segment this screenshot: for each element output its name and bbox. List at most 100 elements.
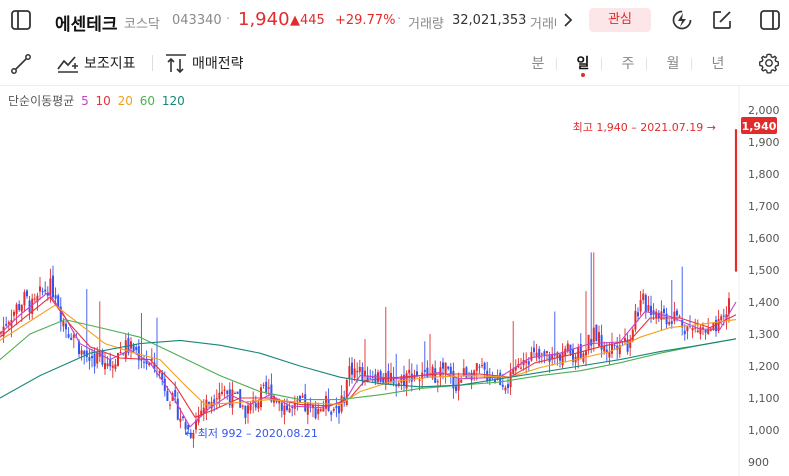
candle-body: [296, 400, 299, 402]
candle-body: [642, 293, 645, 301]
candle-body: [613, 344, 616, 346]
market-label: 코스닥: [124, 17, 160, 32]
candle-body: [208, 401, 210, 404]
toolbar-bottom-border: [0, 85, 789, 86]
period-year-tab[interactable]: 년: [711, 56, 725, 72]
price-change: ▲445: [290, 13, 325, 28]
candle-body: [70, 337, 73, 341]
candle-body: [572, 349, 574, 362]
candle-body: [309, 403, 312, 405]
candle-body: [124, 340, 127, 359]
stock-header: 에센테크 코스닥 043340 · 1,940 ▲445 +29.77% · 거…: [0, 0, 789, 40]
ma10-line: [0, 296, 737, 418]
panel-layout-icon[interactable]: [759, 9, 781, 31]
candle-body: [577, 347, 580, 361]
candle-body: [249, 403, 252, 411]
legend-ma20: 20: [117, 94, 133, 108]
candle-body: [161, 372, 164, 380]
candle-body: [28, 300, 31, 313]
ma60-line: [0, 319, 737, 401]
separator-dot: ·: [520, 12, 525, 27]
candle-body: [644, 295, 647, 312]
trade-strategy-icon[interactable]: [164, 52, 188, 74]
chart-toolbar: 보조지표 매매전략 분 일 주 월 년: [0, 45, 789, 81]
y-axis: 2,000 1,900 1,800 1,700 1,600 1,500 1,400 1,300…: [748, 104, 780, 469]
candle-body: [725, 314, 728, 320]
sidebar-toggle-icon[interactable]: [10, 9, 32, 31]
candle-body: [202, 407, 205, 414]
candle-body: [348, 366, 351, 379]
candle-body: [561, 352, 564, 366]
candle-body: [179, 418, 182, 422]
separator-dot: ·: [397, 12, 402, 27]
candle-body: [509, 371, 512, 388]
active-period-dot: [581, 73, 585, 77]
legend-ma60: 60: [139, 94, 156, 108]
candle-body: [265, 381, 268, 392]
candle-body: [449, 366, 452, 374]
candle-body: [137, 346, 140, 361]
y-tick-label: 1,000: [748, 424, 780, 437]
candle-body: [280, 402, 283, 411]
candle-body: [587, 334, 590, 350]
low-annotation: ← 최저 992 – 2020.08.21: [185, 427, 318, 440]
candle-body: [62, 321, 65, 327]
candle-body: [49, 278, 52, 297]
candle-body: [426, 367, 429, 378]
candle-body: [335, 405, 338, 409]
period-minute-tab[interactable]: 분: [531, 56, 545, 72]
candle-body: [117, 353, 119, 366]
ma5-line: [0, 291, 737, 428]
candle-body: [702, 327, 704, 330]
candle-body: [119, 351, 122, 353]
lightning-icon[interactable]: [671, 9, 693, 31]
chevron-right-icon[interactable]: [561, 11, 575, 29]
candle-body: [647, 305, 650, 311]
candle-body: [564, 348, 567, 357]
favorite-button[interactable]: 관심: [589, 8, 651, 32]
current-price: 1,940: [238, 9, 290, 30]
candle-body: [473, 370, 476, 376]
candle-body: [59, 306, 62, 323]
candle-body: [15, 304, 18, 314]
candle-body: [31, 298, 34, 314]
candle-body: [106, 363, 109, 367]
candle-body: [405, 373, 408, 389]
candle-body: [33, 298, 36, 300]
edit-icon[interactable]: [711, 9, 733, 31]
candle-body: [153, 362, 156, 369]
candle-body: [85, 350, 88, 358]
drawing-tool-icon[interactable]: [10, 53, 32, 75]
indicators-button[interactable]: 보조지표: [84, 56, 136, 72]
candle-body: [345, 380, 348, 405]
candle-body: [665, 313, 668, 325]
toolbar-divider: [152, 55, 153, 71]
candle-body: [283, 405, 286, 415]
candle-body: [715, 319, 717, 332]
candle-body: [36, 295, 39, 303]
candle-body: [546, 351, 548, 353]
trade-strategy-button[interactable]: 매매전략: [192, 56, 244, 72]
candle-body: [291, 406, 294, 408]
period-month-tab[interactable]: 월: [666, 56, 680, 72]
indicator-icon[interactable]: [56, 52, 80, 74]
candle-body: [392, 376, 395, 384]
ma120-line: [0, 338, 737, 399]
period-day-tab[interactable]: 일: [576, 56, 590, 72]
candle-body: [387, 370, 390, 384]
y-tick-label: 1,600: [748, 232, 780, 245]
period-week-tab[interactable]: 주: [621, 56, 635, 72]
candle-body: [436, 381, 439, 383]
candle-body: [600, 335, 603, 350]
candle-body: [325, 395, 327, 409]
gear-icon[interactable]: [758, 52, 780, 74]
y-tick-label: 900: [748, 456, 769, 469]
candle-body: [195, 420, 197, 430]
candle-body: [618, 345, 621, 355]
candle-body: [717, 319, 720, 332]
candle-body: [184, 422, 187, 430]
candle-body: [254, 403, 257, 408]
candle-body: [314, 407, 317, 419]
candlestick-chart[interactable]: 2,000 1,900 1,800 1,700 1,600 1,500 1,400 1,300…: [0, 86, 789, 476]
candle-body: [673, 311, 676, 322]
